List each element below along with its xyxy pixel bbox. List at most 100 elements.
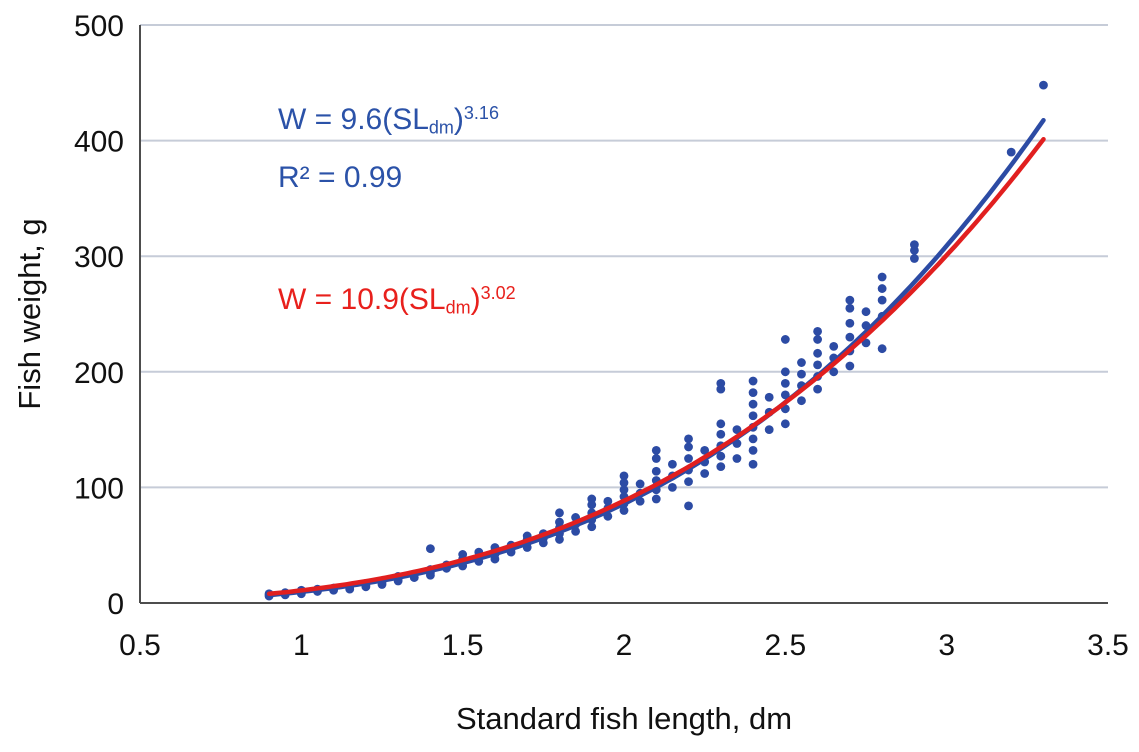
data-point <box>587 522 597 532</box>
data-point <box>861 338 871 348</box>
data-point <box>684 501 693 511</box>
data-point <box>1006 147 1016 157</box>
data-point <box>780 390 790 400</box>
y-tick-label: 100 <box>74 472 124 505</box>
red-fit-equation-pre: W = 10.9(SL <box>278 283 446 316</box>
data-point <box>797 358 806 367</box>
y-tick-label: 400 <box>74 126 124 159</box>
y-tick-label: 500 <box>74 10 124 43</box>
data-point <box>555 508 564 518</box>
red-fit-equation-sup: 3.02 <box>480 283 516 304</box>
red-fit-equation: W = 10.9(SLdm)3.02 <box>278 283 516 319</box>
data-point <box>845 318 855 328</box>
data-point <box>458 550 468 559</box>
data-point <box>910 240 919 250</box>
data-point <box>877 344 887 354</box>
data-point <box>651 454 661 463</box>
data-point <box>748 434 758 444</box>
data-point <box>764 392 774 402</box>
data-point <box>619 485 629 495</box>
data-point <box>829 341 839 351</box>
data-point <box>877 295 887 305</box>
data-point <box>845 361 855 371</box>
data-point <box>716 419 726 429</box>
data-point <box>684 454 693 463</box>
data-point <box>651 446 661 455</box>
data-point <box>716 378 726 388</box>
data-point <box>861 307 871 317</box>
data-point <box>716 462 726 471</box>
data-point <box>780 367 790 377</box>
x-tick-label: 2.5 <box>764 629 806 662</box>
y-tick-label: 200 <box>74 357 124 390</box>
blue-fit-equation-sup: 3.16 <box>463 103 499 124</box>
data-point <box>748 388 758 398</box>
data-point <box>797 396 806 406</box>
data-point <box>813 384 822 394</box>
data-point <box>845 295 855 305</box>
data-point <box>845 332 855 342</box>
x-tick-label: 0.5 <box>119 629 161 662</box>
data-point <box>555 517 564 527</box>
data-point <box>571 526 580 536</box>
data-point <box>603 496 613 506</box>
data-point <box>748 376 758 386</box>
data-point <box>813 326 822 336</box>
data-point <box>764 425 774 434</box>
x-tick-label: 1.5 <box>442 629 484 662</box>
data-point <box>668 459 677 469</box>
data-point <box>813 348 822 358</box>
blue-fit-curve <box>266 117 1046 598</box>
data-point <box>684 434 693 444</box>
data-point <box>651 466 661 476</box>
data-point <box>845 303 855 313</box>
data-point <box>829 367 839 377</box>
data-point <box>813 360 822 370</box>
x-axis-title: Standard fish length, dm <box>455 701 793 736</box>
blue-fit-equation-sub: dm <box>428 117 454 138</box>
data-point <box>748 411 758 421</box>
y-tick-label: 300 <box>74 241 124 274</box>
data-point <box>716 429 726 439</box>
data-point <box>426 544 435 554</box>
red-fit-equation-close: ) <box>470 283 481 316</box>
data-point <box>635 479 645 489</box>
x-tick-label: 1 <box>293 629 310 662</box>
data-point <box>587 494 597 504</box>
data-point <box>619 471 629 481</box>
data-point <box>684 477 693 487</box>
r-squared-label: R² = 0.99 <box>278 161 403 194</box>
data-point <box>732 454 742 463</box>
data-point <box>877 284 887 293</box>
blue-fit-equation: W = 9.6(SLdm)3.16 <box>278 103 499 139</box>
data-point <box>813 335 822 344</box>
y-tick-label: 0 <box>107 588 124 621</box>
data-point <box>668 483 677 492</box>
red-fit-equation-sub: dm <box>445 297 471 318</box>
data-point <box>716 451 726 461</box>
data-point <box>748 446 758 455</box>
data-point <box>910 254 919 263</box>
data-point <box>877 272 887 282</box>
blue-fit-equation-pre: W = 9.6(SL <box>278 103 429 136</box>
x-tick-label: 3.5 <box>1087 629 1129 662</box>
blue-fit-equation-close: ) <box>453 103 464 136</box>
data-point <box>732 425 742 434</box>
data-point <box>748 459 758 469</box>
data-point <box>780 335 790 344</box>
data-point <box>780 378 790 388</box>
y-axis-title: Fish weight, g <box>12 218 47 410</box>
data-point <box>797 369 806 379</box>
data-point <box>700 469 710 478</box>
data-point <box>619 506 629 515</box>
red-fit-curve <box>266 136 1046 597</box>
data-point <box>619 478 629 488</box>
data-point <box>1039 80 1048 90</box>
data-point <box>700 446 710 455</box>
data-point <box>651 494 661 504</box>
data-point <box>780 419 790 429</box>
x-tick-label: 2 <box>616 629 633 662</box>
x-tick-label: 3 <box>938 629 955 662</box>
